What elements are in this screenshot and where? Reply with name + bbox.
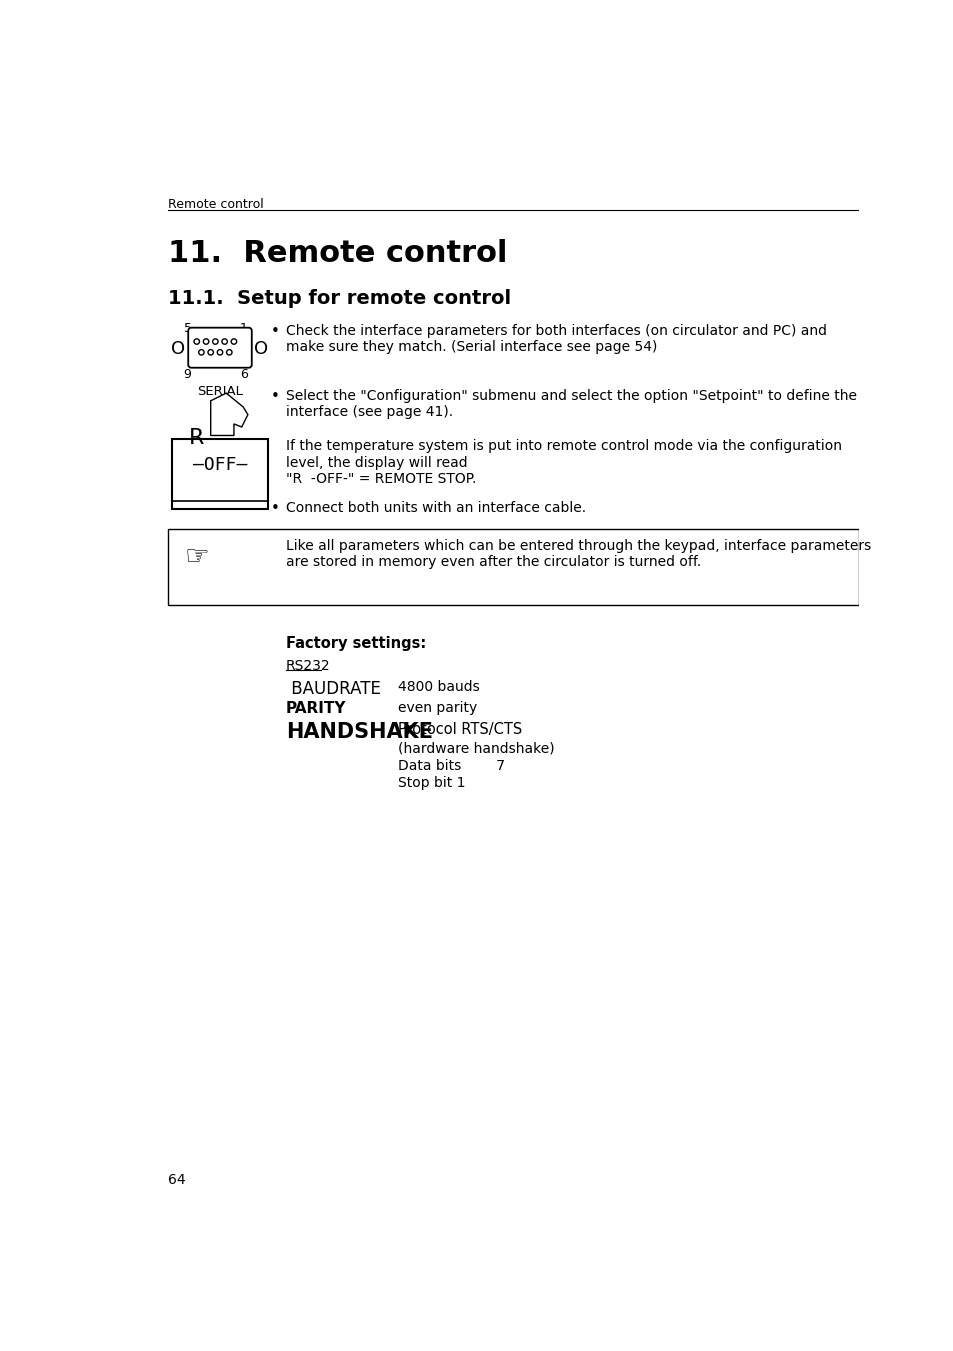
Bar (168, 530, 858, 605)
Text: 64: 64 (168, 1173, 186, 1188)
Text: RS232: RS232 (286, 659, 330, 673)
Text: •: • (270, 389, 279, 404)
Text: Data bits        7: Data bits 7 (397, 759, 505, 773)
Text: even parity: even parity (397, 701, 477, 715)
Text: 5: 5 (183, 323, 192, 335)
Text: O: O (253, 340, 268, 358)
Text: •: • (270, 501, 279, 516)
Text: 11.  Remote control: 11. Remote control (168, 239, 507, 267)
Text: 1: 1 (240, 323, 248, 335)
Text: BAUDRATE: BAUDRATE (286, 680, 380, 697)
Text: PARITY: PARITY (286, 701, 346, 716)
Text: 11.1.  Setup for remote control: 11.1. Setup for remote control (168, 289, 511, 308)
Text: Select the "Configuration" submenu and select the option "Setpoint" to define th: Select the "Configuration" submenu and s… (286, 389, 856, 419)
Polygon shape (211, 393, 248, 435)
Text: 4800 bauds: 4800 bauds (397, 680, 479, 693)
Text: Connect both units with an interface cable.: Connect both units with an interface cab… (286, 501, 585, 515)
Text: If the temperature system is put into remote control mode via the configuration
: If the temperature system is put into re… (286, 439, 841, 486)
Text: Remote control: Remote control (168, 199, 264, 211)
Text: Stop bit 1: Stop bit 1 (397, 775, 465, 790)
Text: Check the interface parameters for both interfaces (on circulator and PC) and
ma: Check the interface parameters for both … (286, 324, 826, 354)
Text: ☞: ☞ (185, 543, 210, 571)
Text: R: R (189, 428, 204, 447)
Text: HANDSHAKE: HANDSHAKE (286, 721, 433, 742)
Text: (hardware handshake): (hardware handshake) (397, 742, 555, 755)
Text: 9: 9 (183, 367, 192, 381)
Text: Like all parameters which can be entered through the keypad, interface parameter: Like all parameters which can be entered… (286, 539, 870, 569)
Text: Factory settings:: Factory settings: (286, 636, 426, 651)
FancyBboxPatch shape (188, 328, 252, 367)
Text: Protocol RTS/CTS: Protocol RTS/CTS (397, 721, 522, 736)
Bar (172, 439, 268, 508)
Text: –OFF–: –OFF– (193, 457, 247, 474)
Text: 6: 6 (240, 367, 248, 381)
Text: SERIAL: SERIAL (197, 385, 243, 399)
Text: •: • (270, 324, 279, 339)
Text: O: O (171, 340, 185, 358)
